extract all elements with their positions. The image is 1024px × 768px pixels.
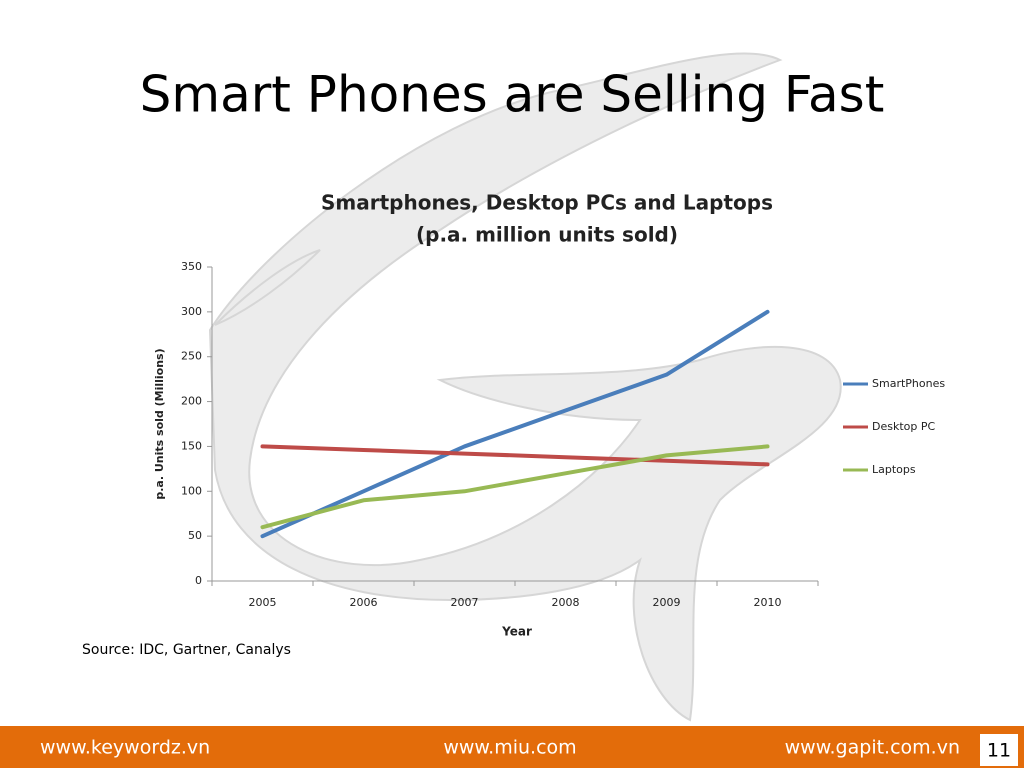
x-tick-label: 2006 bbox=[350, 596, 378, 609]
x-tick-label: 2010 bbox=[754, 596, 782, 609]
footer-bar bbox=[0, 726, 1024, 768]
legend-label: Laptops bbox=[872, 463, 916, 476]
y-tick-label: 50 bbox=[188, 529, 202, 542]
x-tick-label: 2005 bbox=[249, 596, 277, 609]
y-axis-label: p.a. Units sold (Millions) bbox=[153, 348, 166, 499]
source-note: Source: IDC, Gartner, Canalys bbox=[82, 642, 291, 658]
x-tick-label: 2008 bbox=[552, 596, 580, 609]
legend-label: SmartPhones bbox=[872, 377, 945, 390]
page-number-box bbox=[980, 734, 1018, 766]
series-line bbox=[260, 309, 770, 539]
footer-link[interactable]: www.miu.com bbox=[443, 737, 576, 759]
page-number: 11 bbox=[987, 740, 1011, 762]
slide-title: Smart Phones are Selling Fast bbox=[140, 66, 885, 124]
footer-link[interactable]: www.keywordz.vn bbox=[40, 737, 210, 759]
x-tick-label: 2009 bbox=[653, 596, 681, 609]
chart-title: Smartphones, Desktop PCs and Laptops bbox=[321, 191, 773, 215]
chart-subtitle: (p.a. million units sold) bbox=[416, 223, 678, 247]
background-logo bbox=[208, 52, 842, 722]
footer-link[interactable]: www.gapit.com.vn bbox=[785, 737, 960, 759]
y-tick-label: 300 bbox=[181, 305, 202, 318]
series-line bbox=[260, 444, 770, 530]
x-tick-label: 2007 bbox=[451, 596, 479, 609]
y-tick-label: 100 bbox=[181, 484, 202, 497]
legend-label: Desktop PC bbox=[872, 420, 935, 433]
series-line bbox=[260, 444, 770, 467]
y-tick-label: 150 bbox=[181, 439, 202, 452]
y-tick-label: 350 bbox=[181, 260, 202, 273]
x-axis-label: Year bbox=[501, 625, 532, 639]
y-tick-label: 250 bbox=[181, 350, 202, 363]
y-tick-label: 200 bbox=[181, 395, 202, 408]
y-tick-label: 0 bbox=[195, 574, 202, 587]
